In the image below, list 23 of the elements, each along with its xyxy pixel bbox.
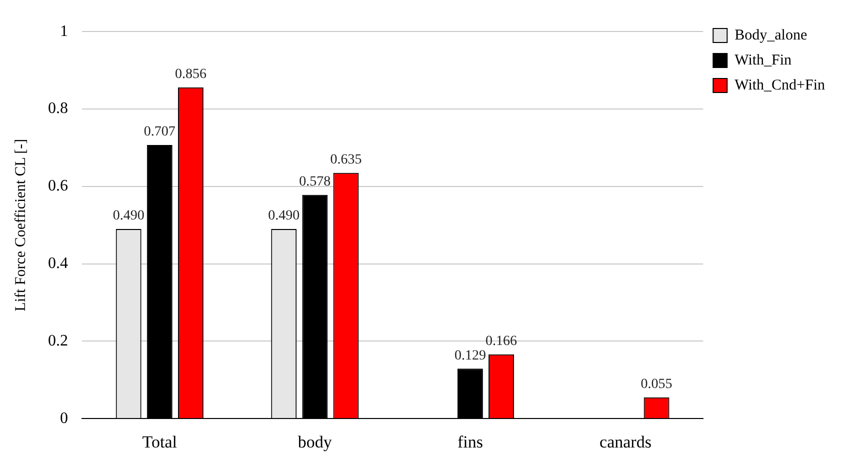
legend-label: With_Fin [734, 52, 792, 68]
y-tick-label: 0 [60, 410, 68, 427]
legend-label: Body_alone [734, 27, 808, 44]
x-tick-label: body [298, 432, 332, 452]
x-tick-label: fins [457, 432, 483, 452]
y-tick-label: 1 [60, 22, 68, 40]
data-label: 0.490 [112, 208, 144, 224]
y-tick-label: 0.2 [48, 332, 68, 350]
data-label: 0.635 [330, 152, 362, 168]
x-tick-label: canards [600, 432, 652, 452]
legend-label: With_Cnd+Fin [734, 77, 826, 94]
data-label: 0.166 [486, 334, 518, 350]
data-label: 0.578 [299, 174, 331, 190]
data-label: 0.490 [268, 208, 300, 224]
y-tick-label: 0.6 [48, 178, 68, 195]
y-tick-label: 0.8 [48, 100, 68, 118]
data-label: 0.129 [454, 348, 486, 364]
y-tick-label: 0.4 [48, 255, 68, 272]
data-label: 0.055 [640, 376, 672, 392]
x-tick-label: Total [142, 432, 178, 452]
data-label: 0.856 [174, 67, 206, 82]
data-label: 0.707 [144, 124, 176, 140]
y-axis-title: Lift Force Coefficient CL [-] [12, 138, 29, 312]
